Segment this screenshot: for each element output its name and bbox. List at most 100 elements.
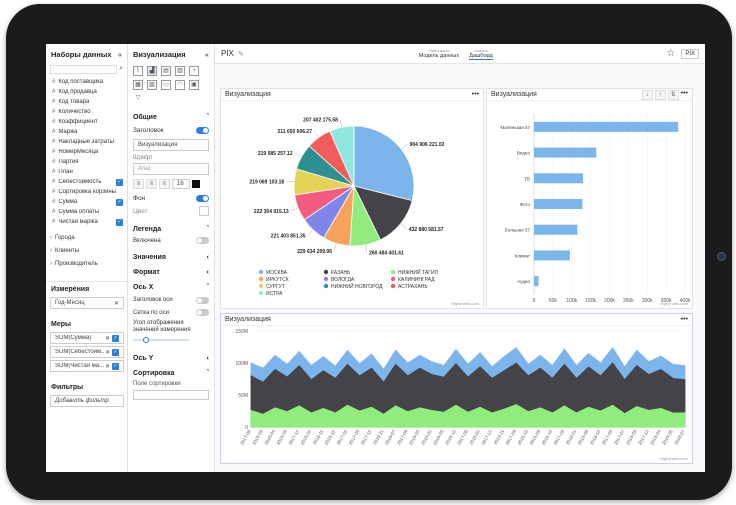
field-item[interactable]: # Чистая маржа ✓	[46, 217, 127, 227]
column-chart-icon[interactable]: ▥	[175, 66, 185, 76]
legend-label[interactable]: ИСТРА	[266, 291, 283, 297]
remove-icon[interactable]: ✕	[104, 335, 110, 342]
align-center-icon[interactable]: ≡	[146, 179, 157, 189]
field-item[interactable]: # Код товара	[46, 97, 127, 107]
edit-icon[interactable]: ✎	[237, 50, 244, 58]
color-swatch[interactable]	[199, 206, 209, 216]
star-icon[interactable]: ☆	[666, 48, 676, 59]
field-item[interactable]: # Сумма оплаты	[46, 207, 127, 217]
legend-label[interactable]: СУРГУТ	[266, 284, 285, 290]
search-icon[interactable]: ⌕	[119, 65, 123, 72]
gauge-icon[interactable]: ◠	[175, 80, 185, 90]
font-select[interactable]: Arial	[133, 163, 209, 175]
align-right-icon[interactable]: ≡	[159, 179, 170, 189]
header-input[interactable]: Визуализация	[133, 139, 209, 151]
angle-slider[interactable]	[133, 337, 209, 343]
sort-desc-icon[interactable]: ↑	[654, 89, 666, 100]
bar[interactable]	[534, 199, 583, 209]
card-icon[interactable]: ▭	[161, 80, 171, 90]
checkbox-checked[interactable]: ✓	[116, 178, 123, 186]
field-item[interactable]: # Себестоимость ✓	[46, 177, 127, 187]
field-item[interactable]: # Количество	[46, 107, 127, 117]
axis-title-toggle[interactable]	[196, 296, 209, 304]
pie-slice[interactable]	[353, 185, 413, 241]
pivot-icon[interactable]: ▧	[147, 80, 157, 90]
chevron-left-icon[interactable]: ‹	[206, 254, 209, 261]
remove-icon[interactable]: ✕	[105, 349, 111, 356]
dimension-chip[interactable]: Год-Месяц ✕	[50, 297, 124, 309]
values-section-title[interactable]: Значения	[133, 254, 166, 261]
area-chart-icon[interactable]: ▟	[147, 66, 157, 76]
checkbox-checked[interactable]: ✓	[116, 218, 123, 226]
format-section-title[interactable]: Формат	[133, 269, 160, 276]
legend-label[interactable]: МОСКВА	[266, 270, 288, 276]
legend-label[interactable]: ВОЛОГДА	[331, 277, 355, 283]
header-tab[interactable]: Навигация Модель данных	[419, 48, 459, 60]
pie-chart-icon[interactable]: ◔	[189, 66, 199, 76]
remove-icon[interactable]: ✕	[113, 300, 119, 307]
bar[interactable]	[534, 250, 570, 261]
sorting-section-title[interactable]: Сортировка	[133, 370, 175, 377]
bar[interactable]	[534, 121, 679, 132]
measure-chip[interactable]: SUM(Чистая ма... ✕ ✓	[50, 360, 124, 372]
chevron-up-icon[interactable]: ˆ	[206, 284, 209, 291]
field-item[interactable]: # НомерМесяца	[46, 147, 127, 157]
group-item[interactable]: › Города	[46, 231, 127, 244]
legend-label[interactable]: КАЛИНИНГРАД	[398, 277, 435, 283]
add-filter-button[interactable]: Добавить фильтр	[50, 395, 124, 407]
legend-label[interactable]: КАЗАНЬ	[331, 270, 351, 276]
checkbox-checked[interactable]: ✓	[116, 198, 123, 206]
chevron-up-icon[interactable]: ˆ	[206, 114, 209, 121]
field-item[interactable]: # Сумма ✓	[46, 197, 127, 207]
sort-field-select[interactable]	[133, 390, 209, 400]
header-toggle[interactable]	[196, 126, 209, 134]
chevron-up-icon[interactable]: ˆ	[206, 226, 209, 233]
sort-asc-icon[interactable]: ↓	[641, 89, 653, 100]
map-icon[interactable]: ▣	[189, 80, 199, 90]
more-icon[interactable]: •••	[680, 89, 688, 97]
pie-slice[interactable]	[353, 125, 415, 202]
group-item[interactable]: › Производитель	[46, 257, 127, 270]
line-chart-icon[interactable]: ⌇	[133, 66, 143, 76]
align-left-icon[interactable]: ≡	[133, 179, 144, 189]
chevron-left-icon[interactable]: ‹	[206, 355, 209, 362]
bar[interactable]	[534, 276, 539, 287]
font-size-input[interactable]: 16	[172, 179, 190, 189]
axis-y-section-title[interactable]: Ось Y	[133, 355, 154, 362]
more-icon[interactable]: •••	[471, 91, 479, 98]
header-tab[interactable]: Анализ Дашборд	[469, 48, 493, 60]
bar-chart-icon[interactable]: ▤	[161, 66, 171, 76]
field-item[interactable]: # Маржа	[46, 127, 127, 137]
dataset-search-input[interactable]	[50, 64, 118, 74]
area-series[interactable]	[250, 404, 686, 428]
legend-label[interactable]: ИРКУТСК	[266, 277, 289, 283]
collapse-icon[interactable]: «	[117, 49, 122, 59]
bar[interactable]	[534, 173, 584, 184]
measure-chip[interactable]: SUM(Сумма) ✕ ✓	[50, 332, 124, 344]
remove-icon[interactable]: ✕	[104, 363, 110, 370]
group-item[interactable]: › Клиенты	[46, 244, 127, 257]
field-item[interactable]: # Накладные затраты	[46, 137, 127, 147]
legend-toggle[interactable]	[196, 237, 209, 244]
legend-label[interactable]: АСТРАХАНЬ	[398, 284, 428, 290]
table-icon[interactable]: ▦	[133, 80, 143, 90]
legend-label[interactable]: НИЖНИЙ НОВГОРОД	[331, 282, 383, 290]
measure-chip[interactable]: SUM(Себестоим... ✕ ✓	[50, 346, 124, 358]
checkbox-checked[interactable]: ✓	[112, 362, 119, 370]
bar[interactable]	[534, 147, 597, 158]
field-item[interactable]: # Код продавца	[46, 87, 127, 97]
checkbox-checked[interactable]: ✓	[112, 348, 119, 356]
chevron-left-icon[interactable]: ‹	[206, 269, 209, 276]
field-item[interactable]: # Код поставщика	[46, 77, 127, 87]
field-item[interactable]: # Сортировка корзины	[46, 187, 127, 197]
field-item[interactable]: # Коэффициент	[46, 117, 127, 127]
more-icon[interactable]: •••	[680, 316, 688, 323]
axis-x-section-title[interactable]: Ось X	[133, 284, 154, 291]
filter-icon[interactable]: ▽	[135, 95, 141, 101]
field-item[interactable]: # Партия	[46, 157, 127, 167]
chevron-up-icon[interactable]: ˆ	[206, 370, 209, 377]
field-item[interactable]: # План	[46, 167, 127, 177]
legend-label[interactable]: НИЖНИЙ ТАГИЛ	[398, 268, 438, 276]
swap-icon[interactable]: ⇅	[667, 89, 679, 100]
checkbox-checked[interactable]: ✓	[112, 334, 119, 342]
